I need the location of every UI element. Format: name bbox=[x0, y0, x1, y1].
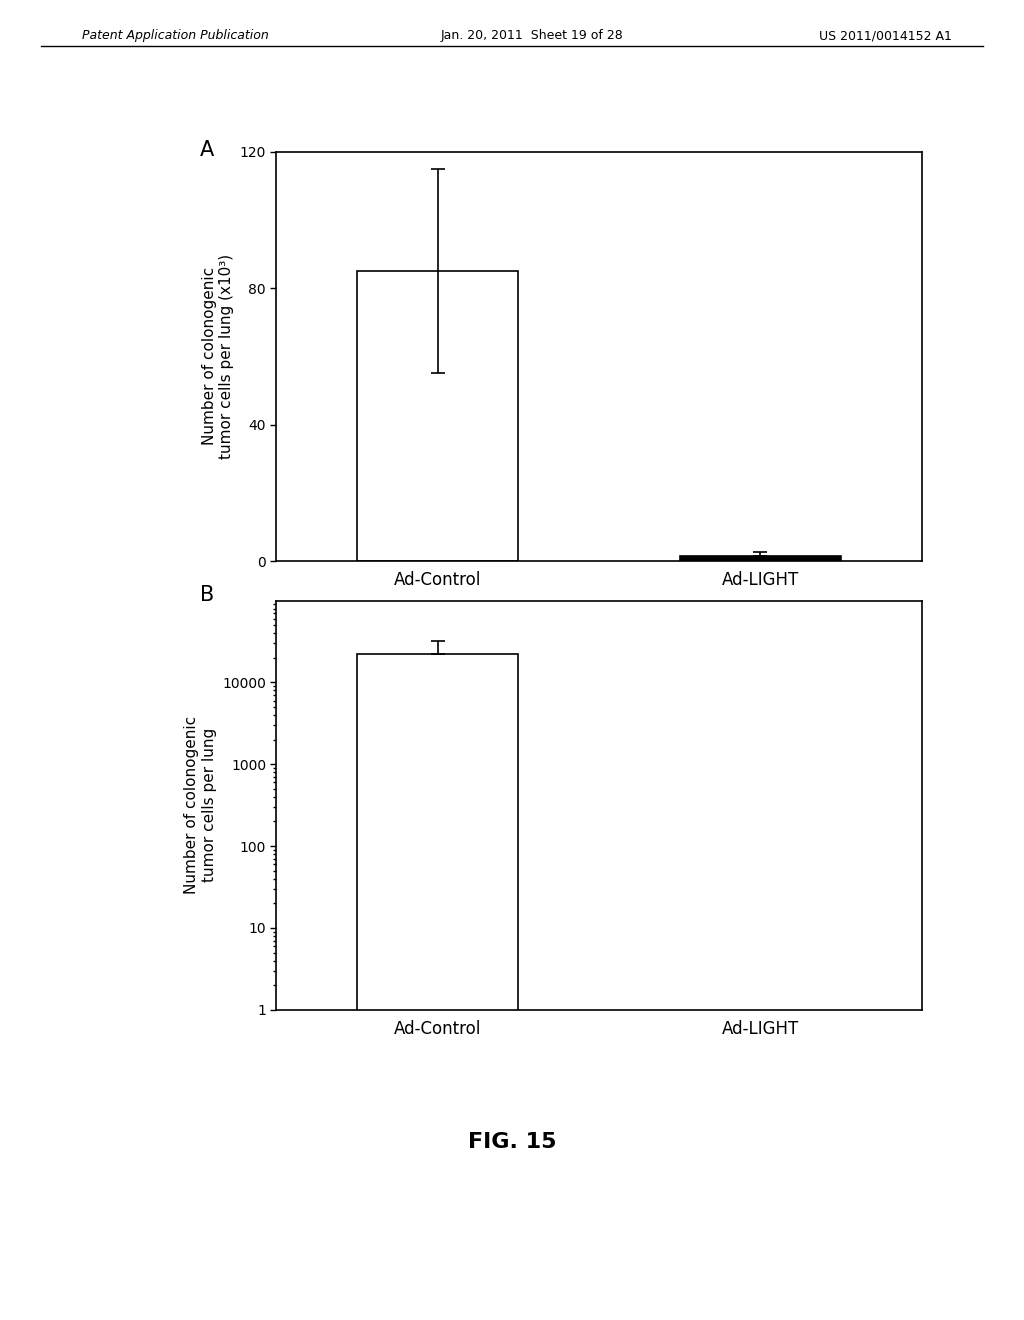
Bar bbox=[357, 271, 518, 561]
Text: Patent Application Publication: Patent Application Publication bbox=[82, 29, 268, 42]
Bar bbox=[680, 556, 841, 561]
Text: FIG. 15: FIG. 15 bbox=[468, 1131, 556, 1152]
Text: A: A bbox=[200, 140, 214, 160]
Text: Jan. 20, 2011  Sheet 19 of 28: Jan. 20, 2011 Sheet 19 of 28 bbox=[440, 29, 623, 42]
Bar bbox=[357, 655, 518, 1320]
Y-axis label: Number of colonogenic
tumor cells per lung: Number of colonogenic tumor cells per lu… bbox=[184, 717, 217, 894]
Y-axis label: Number of colonogenic
tumor cells per lung (x10³): Number of colonogenic tumor cells per lu… bbox=[202, 253, 234, 459]
Text: US 2011/0014152 A1: US 2011/0014152 A1 bbox=[819, 29, 952, 42]
Text: B: B bbox=[200, 585, 214, 605]
